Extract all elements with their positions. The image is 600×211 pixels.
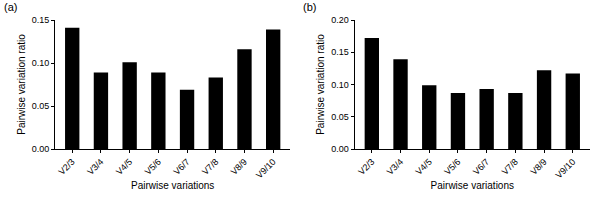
svg-text:V4/5: V4/5 bbox=[414, 157, 434, 177]
svg-text:Pairwise variation ratio: Pairwise variation ratio bbox=[16, 34, 27, 135]
svg-text:V9/10: V9/10 bbox=[254, 157, 278, 181]
svg-text:(b): (b) bbox=[303, 1, 316, 13]
svg-text:V2/3: V2/3 bbox=[356, 157, 376, 177]
svg-text:Pairwise variations: Pairwise variations bbox=[131, 180, 214, 191]
svg-text:V8/9: V8/9 bbox=[229, 157, 249, 177]
svg-text:0.05: 0.05 bbox=[331, 112, 349, 122]
svg-text:V5/6: V5/6 bbox=[442, 157, 462, 177]
svg-text:V8/9: V8/9 bbox=[529, 157, 549, 177]
svg-text:0.20: 0.20 bbox=[331, 15, 349, 25]
svg-text:0.15: 0.15 bbox=[32, 15, 50, 25]
svg-text:0.00: 0.00 bbox=[331, 144, 349, 154]
svg-text:0.00: 0.00 bbox=[32, 144, 50, 154]
svg-text:0.10: 0.10 bbox=[32, 58, 50, 68]
svg-text:V3/4: V3/4 bbox=[85, 157, 105, 177]
svg-text:0.15: 0.15 bbox=[331, 47, 349, 57]
svg-text:V4/5: V4/5 bbox=[114, 157, 134, 177]
svg-text:V7/8: V7/8 bbox=[500, 157, 520, 177]
svg-text:V2/3: V2/3 bbox=[57, 157, 77, 177]
svg-text:V3/4: V3/4 bbox=[385, 157, 405, 177]
svg-text:V7/8: V7/8 bbox=[200, 157, 220, 177]
svg-text:Pairwise variations: Pairwise variations bbox=[431, 180, 514, 191]
svg-text:V5/6: V5/6 bbox=[143, 157, 163, 177]
svg-text:V6/7: V6/7 bbox=[171, 157, 191, 177]
svg-text:(a): (a) bbox=[4, 1, 17, 13]
svg-text:0.05: 0.05 bbox=[32, 101, 50, 111]
svg-text:0.10: 0.10 bbox=[331, 80, 349, 90]
svg-text:V6/7: V6/7 bbox=[471, 157, 491, 177]
svg-text:V9/10: V9/10 bbox=[554, 157, 578, 181]
svg-text:Pairwise variation ratio: Pairwise variation ratio bbox=[315, 34, 326, 135]
